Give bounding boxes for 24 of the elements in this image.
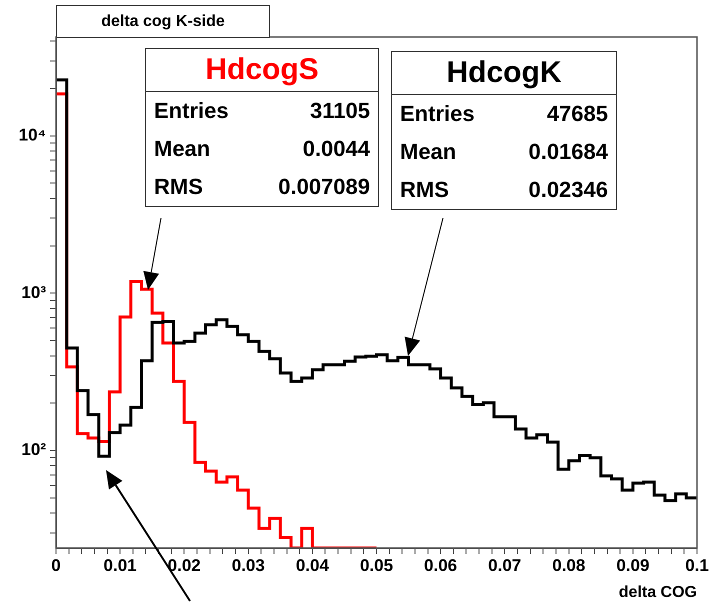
text: RMS 0.007089 xyxy=(154,174,370,199)
x-axis-title: delta COG xyxy=(618,584,697,601)
x-tick-label: 0.03 xyxy=(232,556,265,575)
text: Entries 47685 xyxy=(400,101,608,126)
text: Mean 0.0044 xyxy=(154,136,370,161)
text: HdcogK xyxy=(392,52,616,95)
x-tick-label: 0.02 xyxy=(168,556,201,575)
text: HdcogS xyxy=(146,49,378,92)
x-tick-label: 0.04 xyxy=(296,556,330,575)
x-tick-label: 0.1 xyxy=(685,556,709,575)
x-tick-label: 0.01 xyxy=(104,556,137,575)
x-tick-label: 0.09 xyxy=(616,556,650,575)
y-tick-label: 10² xyxy=(21,440,46,460)
chart-title: delta cog K-side xyxy=(56,5,270,38)
x-tick-label: 0.07 xyxy=(488,556,522,575)
text: Entries 31105 xyxy=(154,98,370,123)
text: RMS 0.02346 xyxy=(400,177,608,202)
y-tick-label: 10⁴ xyxy=(18,126,46,145)
text: Mean 0.01684 xyxy=(400,139,608,164)
y-tick-label: 10³ xyxy=(21,282,46,302)
x-tick-label: 0.05 xyxy=(360,556,394,575)
x-tick-label: 0.08 xyxy=(552,556,586,575)
x-tick-label: 0 xyxy=(51,556,61,575)
x-tick-label: 0.06 xyxy=(424,556,458,575)
